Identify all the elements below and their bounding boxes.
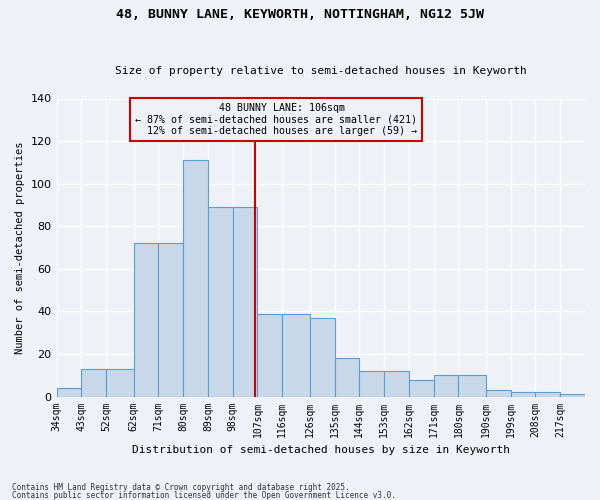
Bar xyxy=(158,244,183,396)
Bar xyxy=(434,376,458,396)
Bar xyxy=(233,207,257,396)
Text: Contains HM Land Registry data © Crown copyright and database right 2025.: Contains HM Land Registry data © Crown c… xyxy=(12,484,350,492)
Bar xyxy=(56,388,82,396)
Text: 48 BUNNY LANE: 106sqm
← 87% of semi-detached houses are smaller (421)
  12% of s: 48 BUNNY LANE: 106sqm ← 87% of semi-deta… xyxy=(135,103,417,136)
Text: Contains public sector information licensed under the Open Government Licence v3: Contains public sector information licen… xyxy=(12,490,396,500)
Bar xyxy=(560,394,585,396)
Bar xyxy=(458,376,486,396)
Bar xyxy=(208,207,233,396)
Bar xyxy=(106,369,134,396)
Bar xyxy=(257,314,282,396)
Text: 48, BUNNY LANE, KEYWORTH, NOTTINGHAM, NG12 5JW: 48, BUNNY LANE, KEYWORTH, NOTTINGHAM, NG… xyxy=(116,8,484,20)
Bar xyxy=(282,314,310,396)
Bar xyxy=(486,390,511,396)
Bar xyxy=(535,392,560,396)
Bar xyxy=(183,160,208,396)
Bar xyxy=(82,369,106,396)
Bar xyxy=(511,392,535,396)
Title: Size of property relative to semi-detached houses in Keyworth: Size of property relative to semi-detach… xyxy=(115,66,527,76)
Bar xyxy=(310,318,335,396)
Bar xyxy=(335,358,359,397)
Bar xyxy=(359,371,384,396)
Bar xyxy=(134,244,158,396)
Bar xyxy=(409,380,434,396)
Y-axis label: Number of semi-detached properties: Number of semi-detached properties xyxy=(15,142,25,354)
Bar xyxy=(384,371,409,396)
X-axis label: Distribution of semi-detached houses by size in Keyworth: Distribution of semi-detached houses by … xyxy=(132,445,510,455)
